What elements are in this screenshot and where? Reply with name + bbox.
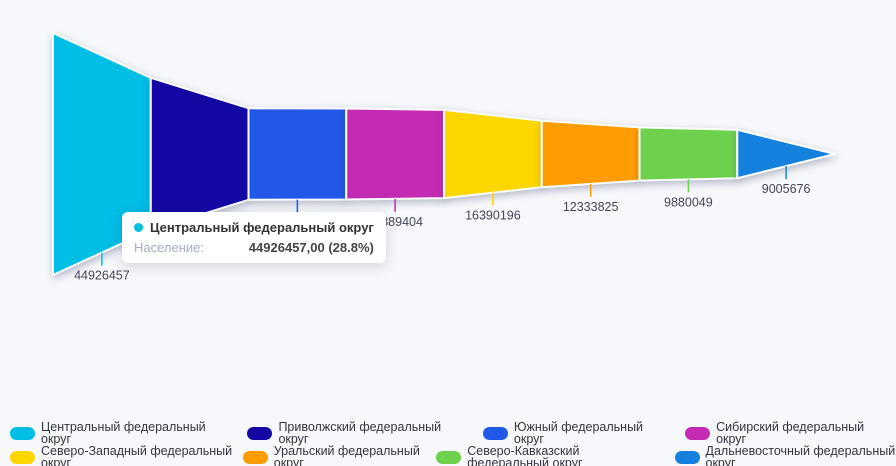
legend-item-label: Южный федеральный округ <box>513 419 644 446</box>
legend-marker-icon <box>685 426 711 440</box>
legend-marker-icon <box>436 450 462 464</box>
legend-item-8[interactable]: Дальневосточный федеральный округ <box>674 443 896 466</box>
legend-item-6[interactable]: Уральский федеральный округ <box>242 443 426 466</box>
segment-value-label: 16390196 <box>465 209 521 223</box>
legend-marker-icon <box>10 450 35 464</box>
funnel-segment-6[interactable] <box>540 119 641 189</box>
legend-item-7[interactable]: Северо-Кавказский федеральный округ <box>436 443 664 466</box>
legend-item-2[interactable]: Приволжский федеральный округ <box>247 419 472 446</box>
legend-item-5[interactable]: Северо-Западный федеральный округ <box>10 443 233 466</box>
funnel-segment-5[interactable] <box>443 108 543 200</box>
segment-value-label: 44926457 <box>74 269 130 283</box>
tooltip-series-name: Центральный федеральный округ <box>150 220 374 235</box>
legend-row-1: Центральный федеральный округ Приволжский… <box>10 419 896 446</box>
legend-item-label: Северо-Кавказский федеральный округ <box>467 443 583 466</box>
legend-marker-icon <box>10 426 35 440</box>
tooltip: Центральный федеральный округ Население:… <box>122 212 386 263</box>
funnel-segment-7[interactable] <box>638 126 739 182</box>
legend-item-label: Центральный федеральный округ <box>41 419 206 446</box>
segment-value-label: 9880049 <box>664 195 713 209</box>
legend-row-2: Северо-Западный федеральный округ Уральск… <box>10 443 896 466</box>
legend-item-label: Северо-Западный федеральный округ <box>41 443 233 466</box>
segment-value-label: 12333825 <box>563 200 619 214</box>
legend-item-label: Уральский федеральный округ <box>273 443 420 466</box>
funnel-segment-2[interactable] <box>149 76 250 232</box>
segment-value-label: 9005676 <box>762 182 811 196</box>
legend-marker-icon <box>242 450 268 464</box>
funnel-segment-3[interactable] <box>247 107 348 201</box>
legend-item-label: Сибирский федеральный округ <box>716 419 865 446</box>
tooltip-value-row: Население: 44926457,00 (28.8%) <box>134 240 374 255</box>
legend-marker-icon <box>247 426 273 440</box>
legend-marker-icon <box>674 450 700 464</box>
legend-item-label: Приволжский федеральный округ <box>278 419 442 446</box>
series-marker-dot <box>134 223 143 232</box>
funnel-segment-4[interactable] <box>345 107 445 201</box>
legend-item-label: Дальневосточный федеральный округ <box>705 443 896 466</box>
legend-marker-icon <box>482 426 508 440</box>
funnel-segment-8[interactable] <box>736 128 836 180</box>
tooltip-value: 44926457,00 (28.8%) <box>248 240 374 255</box>
legend-item-4[interactable]: Сибирский федеральный округ <box>685 419 896 446</box>
legend-item-3[interactable]: Южный федеральный округ <box>482 419 675 446</box>
tooltip-field-label: Население: <box>134 240 205 255</box>
legend: Центральный федеральный округ Приволжский… <box>10 419 896 466</box>
legend-item-1[interactable]: Центральный федеральный округ <box>10 419 237 446</box>
tooltip-header: Центральный федеральный округ <box>134 220 374 235</box>
